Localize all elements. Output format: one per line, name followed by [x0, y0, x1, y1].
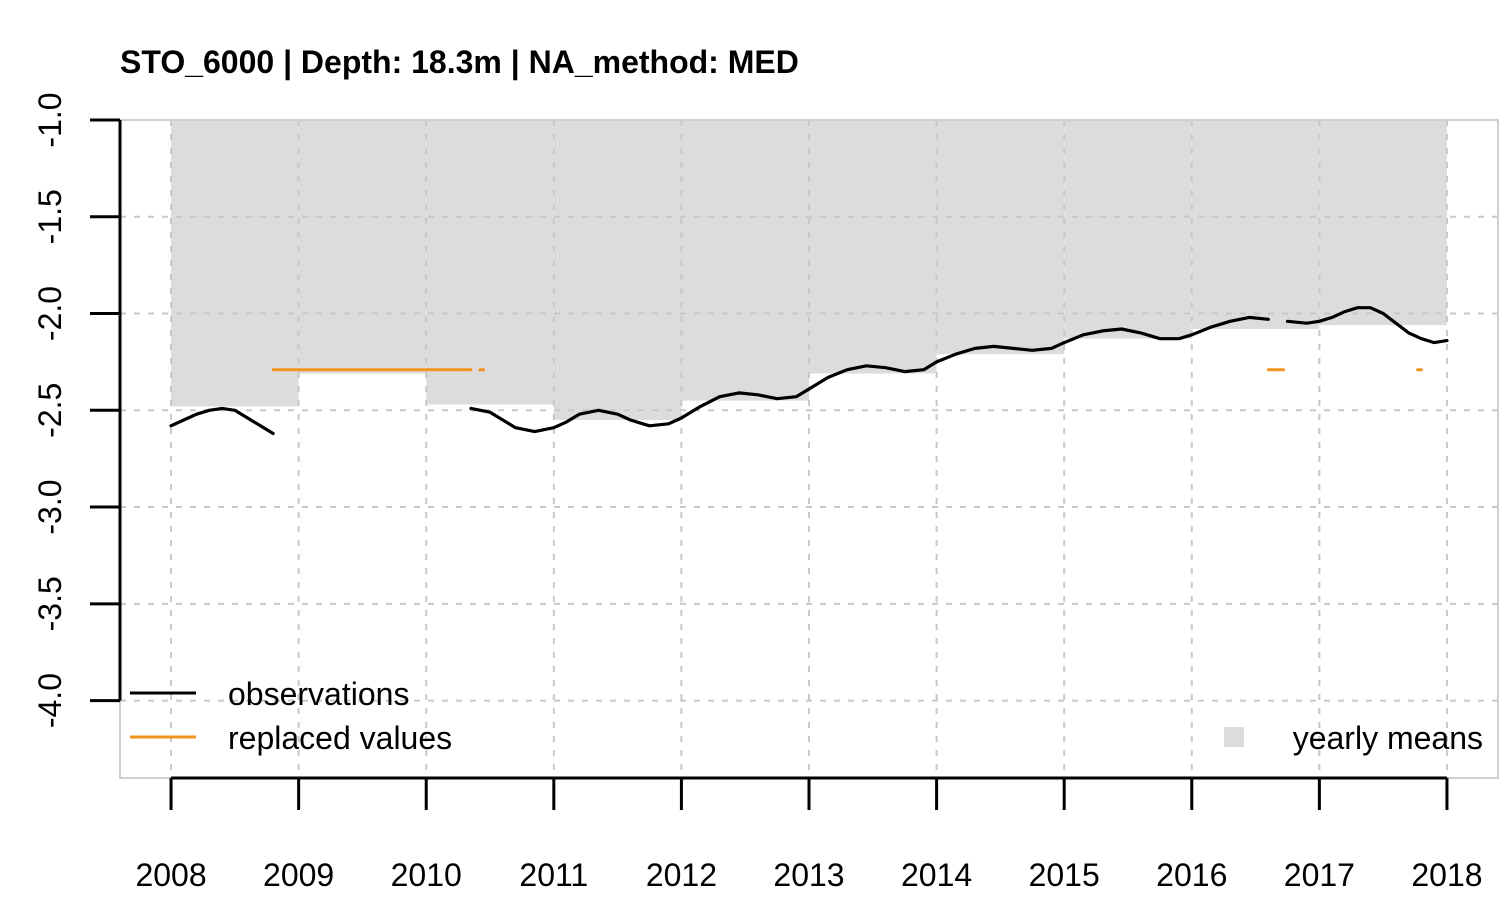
yearly-mean-bar-2 — [426, 120, 554, 405]
legend-observations-label: observations — [228, 676, 409, 712]
x-tick-label-8: 2016 — [1156, 857, 1227, 893]
observations-layer — [169, 306, 1449, 436]
x-tick-label-0: 2008 — [135, 857, 206, 893]
y-tick-label-3: -2.5 — [32, 383, 68, 438]
yearly-mean-bar-8 — [1191, 120, 1320, 330]
legend-yearly-means-swatch — [1224, 727, 1244, 747]
yearly-mean-bar-7 — [1064, 120, 1192, 339]
observations-segment-2 — [1285, 306, 1449, 345]
y-tick-label-2: -2.0 — [32, 286, 68, 341]
yearly-mean-bar-9 — [1319, 120, 1447, 326]
chart-title: STO_6000 | Depth: 18.3m | NA_method: MED — [120, 44, 799, 80]
x-tick-label-10: 2018 — [1411, 857, 1482, 893]
legend: observations replaced values yearly means — [130, 676, 1483, 756]
x-tick-label-6: 2014 — [901, 857, 972, 893]
observations-segment-0 — [169, 406, 275, 436]
yearly-mean-bar-1 — [298, 120, 427, 374]
x-tick-label-9: 2017 — [1284, 857, 1355, 893]
x-tick-label-5: 2013 — [773, 857, 844, 893]
y-tick-label-0: -1.0 — [32, 92, 68, 147]
observations-segment-1 — [469, 315, 1270, 434]
yearly-mean-bar-5 — [809, 120, 937, 374]
y-tick-label-4: -3.0 — [32, 479, 68, 534]
yearly-mean-bar-6 — [936, 120, 1065, 355]
legend-yearly-means-label: yearly means — [1293, 720, 1483, 756]
x-tick-label-3: 2011 — [519, 857, 588, 893]
x-tick-label-4: 2012 — [646, 857, 717, 893]
x-tick-label-7: 2015 — [1029, 857, 1100, 893]
y-tick-label-1: -1.5 — [32, 189, 68, 244]
yearly-mean-bar-3 — [553, 120, 682, 420]
yearly-means-layer — [171, 120, 1447, 420]
y-tick-label-5: -3.5 — [32, 576, 68, 631]
axes-layer: -1.0 -1.5 -2.0 -2.5 -3.0 -3.5 -4.0 2008 2009 2010… — [32, 92, 1482, 893]
legend-replaced-values-label: replaced values — [228, 720, 452, 756]
y-tick-label-6: -4.0 — [32, 673, 68, 728]
yearly-mean-bar-0 — [171, 120, 299, 407]
x-tick-label-2: 2010 — [391, 857, 462, 893]
yearly-mean-bar-4 — [681, 120, 809, 401]
grid-layer — [120, 119, 1498, 778]
x-tick-label-1: 2009 — [263, 857, 334, 893]
